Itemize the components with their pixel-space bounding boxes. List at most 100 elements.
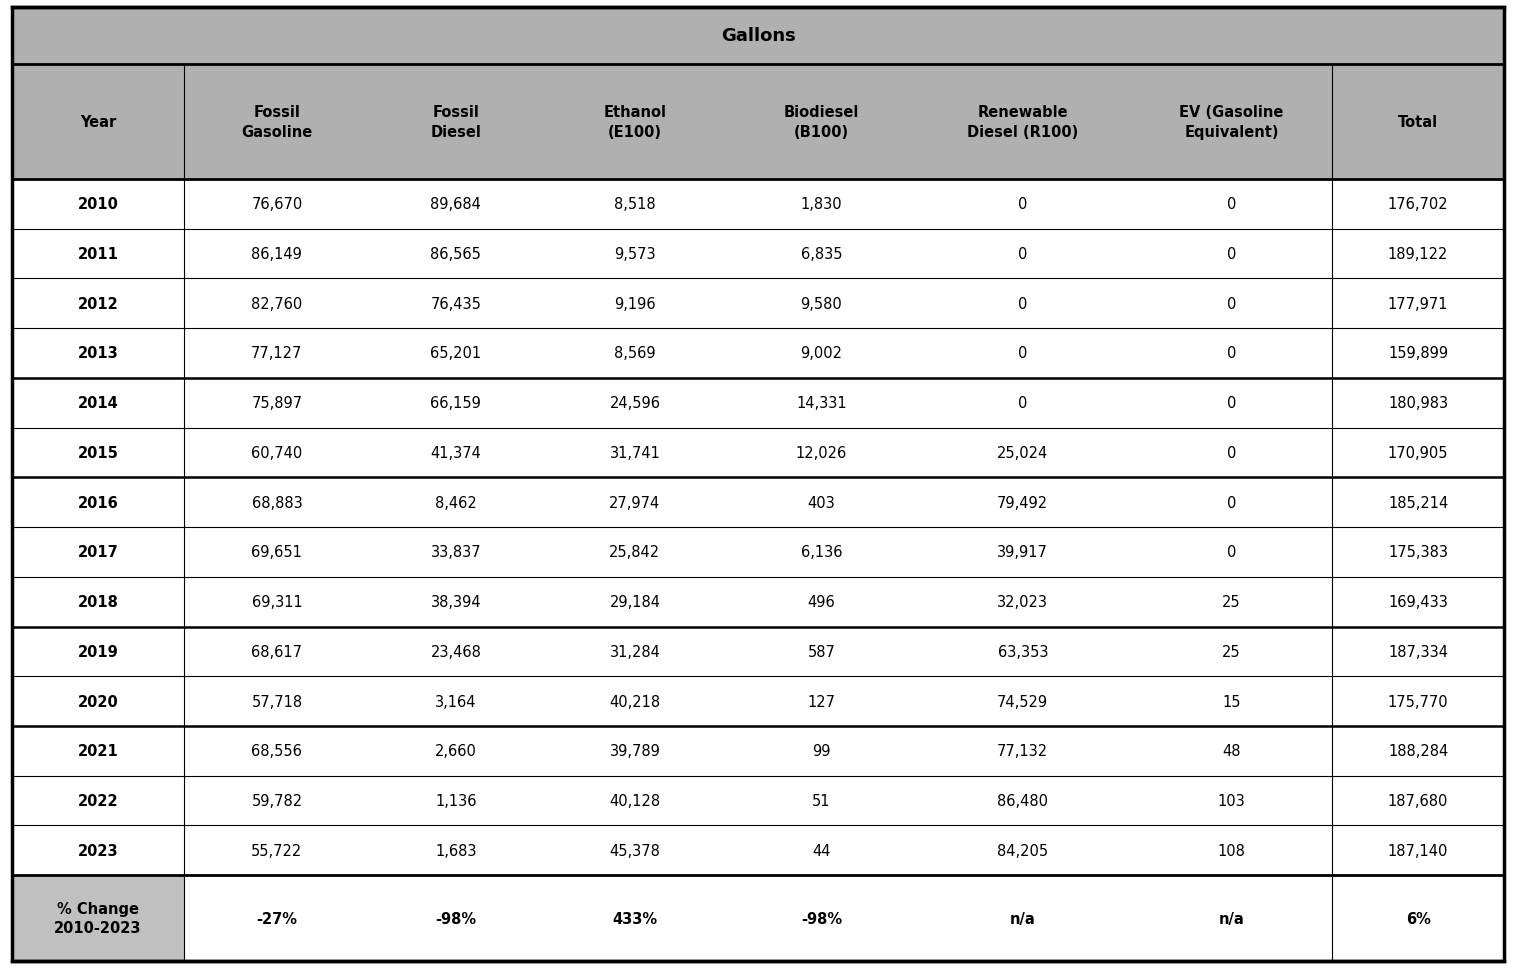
Bar bbox=[1333, 478, 1504, 527]
Text: 0: 0 bbox=[1226, 297, 1237, 311]
Bar bbox=[728, 875, 914, 961]
Bar bbox=[1333, 230, 1504, 279]
Bar bbox=[12, 875, 183, 961]
Text: 31,284: 31,284 bbox=[609, 644, 661, 659]
Bar bbox=[728, 478, 914, 527]
Text: 32,023: 32,023 bbox=[998, 595, 1048, 610]
Text: 40,128: 40,128 bbox=[609, 794, 661, 808]
Text: 2020: 2020 bbox=[77, 694, 118, 709]
Text: 1,830: 1,830 bbox=[800, 197, 843, 212]
Text: 55,722: 55,722 bbox=[252, 843, 303, 858]
Bar bbox=[12, 230, 183, 279]
Bar bbox=[914, 478, 1131, 527]
Bar bbox=[370, 279, 541, 328]
Text: 2012: 2012 bbox=[77, 297, 118, 311]
Text: Renewable
Diesel (R100): Renewable Diesel (R100) bbox=[967, 105, 1078, 140]
Bar bbox=[1333, 279, 1504, 328]
Text: 0: 0 bbox=[1226, 197, 1237, 212]
Text: -27%: -27% bbox=[256, 911, 297, 925]
Text: % Change
2010-2023: % Change 2010-2023 bbox=[55, 901, 141, 935]
Bar bbox=[12, 65, 1504, 179]
Bar bbox=[1333, 726, 1504, 776]
Text: 159,899: 159,899 bbox=[1389, 346, 1448, 361]
Bar bbox=[728, 826, 914, 875]
Text: 39,789: 39,789 bbox=[609, 743, 661, 759]
Bar bbox=[1333, 428, 1504, 478]
Bar bbox=[1131, 578, 1333, 627]
Text: Fossil
Diesel: Fossil Diesel bbox=[431, 105, 482, 140]
Bar bbox=[1131, 627, 1333, 676]
Text: 0: 0 bbox=[1019, 346, 1028, 361]
Bar bbox=[370, 627, 541, 676]
Text: 89,684: 89,684 bbox=[431, 197, 482, 212]
Text: 25: 25 bbox=[1222, 644, 1242, 659]
Bar bbox=[541, 676, 728, 726]
Bar bbox=[1131, 478, 1333, 527]
Bar bbox=[914, 527, 1131, 578]
Text: 6%: 6% bbox=[1405, 911, 1431, 925]
Text: 82,760: 82,760 bbox=[252, 297, 303, 311]
Bar bbox=[183, 230, 370, 279]
Text: 0: 0 bbox=[1226, 495, 1237, 510]
Text: 14,331: 14,331 bbox=[796, 395, 847, 411]
Bar bbox=[183, 875, 370, 961]
Bar bbox=[1131, 527, 1333, 578]
Bar bbox=[914, 578, 1131, 627]
Bar bbox=[1131, 279, 1333, 328]
Text: 180,983: 180,983 bbox=[1389, 395, 1448, 411]
Text: 27,974: 27,974 bbox=[609, 495, 661, 510]
Bar bbox=[183, 527, 370, 578]
Text: 15: 15 bbox=[1222, 694, 1242, 709]
Bar bbox=[12, 578, 183, 627]
Bar bbox=[914, 826, 1131, 875]
Bar bbox=[183, 578, 370, 627]
Text: 9,573: 9,573 bbox=[614, 247, 656, 262]
Bar bbox=[12, 379, 183, 428]
Text: 31,741: 31,741 bbox=[609, 446, 661, 460]
Text: 0: 0 bbox=[1019, 247, 1028, 262]
Bar bbox=[1333, 328, 1504, 379]
Bar bbox=[370, 527, 541, 578]
Bar bbox=[541, 279, 728, 328]
Text: 187,140: 187,140 bbox=[1389, 843, 1448, 858]
Text: -98%: -98% bbox=[800, 911, 841, 925]
Bar bbox=[914, 328, 1131, 379]
Bar bbox=[183, 676, 370, 726]
Bar bbox=[12, 478, 183, 527]
Bar bbox=[12, 826, 183, 875]
Bar bbox=[541, 578, 728, 627]
Bar bbox=[541, 726, 728, 776]
Bar bbox=[541, 627, 728, 676]
Text: 2021: 2021 bbox=[77, 743, 118, 759]
Text: 2010: 2010 bbox=[77, 197, 118, 212]
Bar bbox=[541, 875, 728, 961]
Text: 2018: 2018 bbox=[77, 595, 118, 610]
Bar bbox=[914, 875, 1131, 961]
Text: 6,136: 6,136 bbox=[800, 545, 843, 560]
Text: Gallons: Gallons bbox=[720, 27, 796, 46]
Text: 86,149: 86,149 bbox=[252, 247, 302, 262]
Bar bbox=[183, 379, 370, 428]
Bar bbox=[370, 230, 541, 279]
Bar bbox=[370, 478, 541, 527]
Text: 77,127: 77,127 bbox=[252, 346, 303, 361]
Text: 0: 0 bbox=[1226, 247, 1237, 262]
Bar bbox=[183, 627, 370, 676]
Text: 0: 0 bbox=[1226, 346, 1237, 361]
Bar bbox=[1131, 676, 1333, 726]
Bar bbox=[1131, 875, 1333, 961]
Text: Biodiesel
(B100): Biodiesel (B100) bbox=[784, 105, 860, 140]
Text: 0: 0 bbox=[1019, 297, 1028, 311]
Bar bbox=[1131, 826, 1333, 875]
Bar bbox=[12, 527, 183, 578]
Text: n/a: n/a bbox=[1010, 911, 1035, 925]
Bar bbox=[183, 279, 370, 328]
Text: 79,492: 79,492 bbox=[998, 495, 1049, 510]
Text: 68,556: 68,556 bbox=[252, 743, 302, 759]
Bar bbox=[1131, 428, 1333, 478]
Bar bbox=[1131, 179, 1333, 230]
Text: Year: Year bbox=[80, 115, 117, 130]
Text: 2015: 2015 bbox=[77, 446, 118, 460]
Bar bbox=[12, 676, 183, 726]
Bar bbox=[1131, 379, 1333, 428]
